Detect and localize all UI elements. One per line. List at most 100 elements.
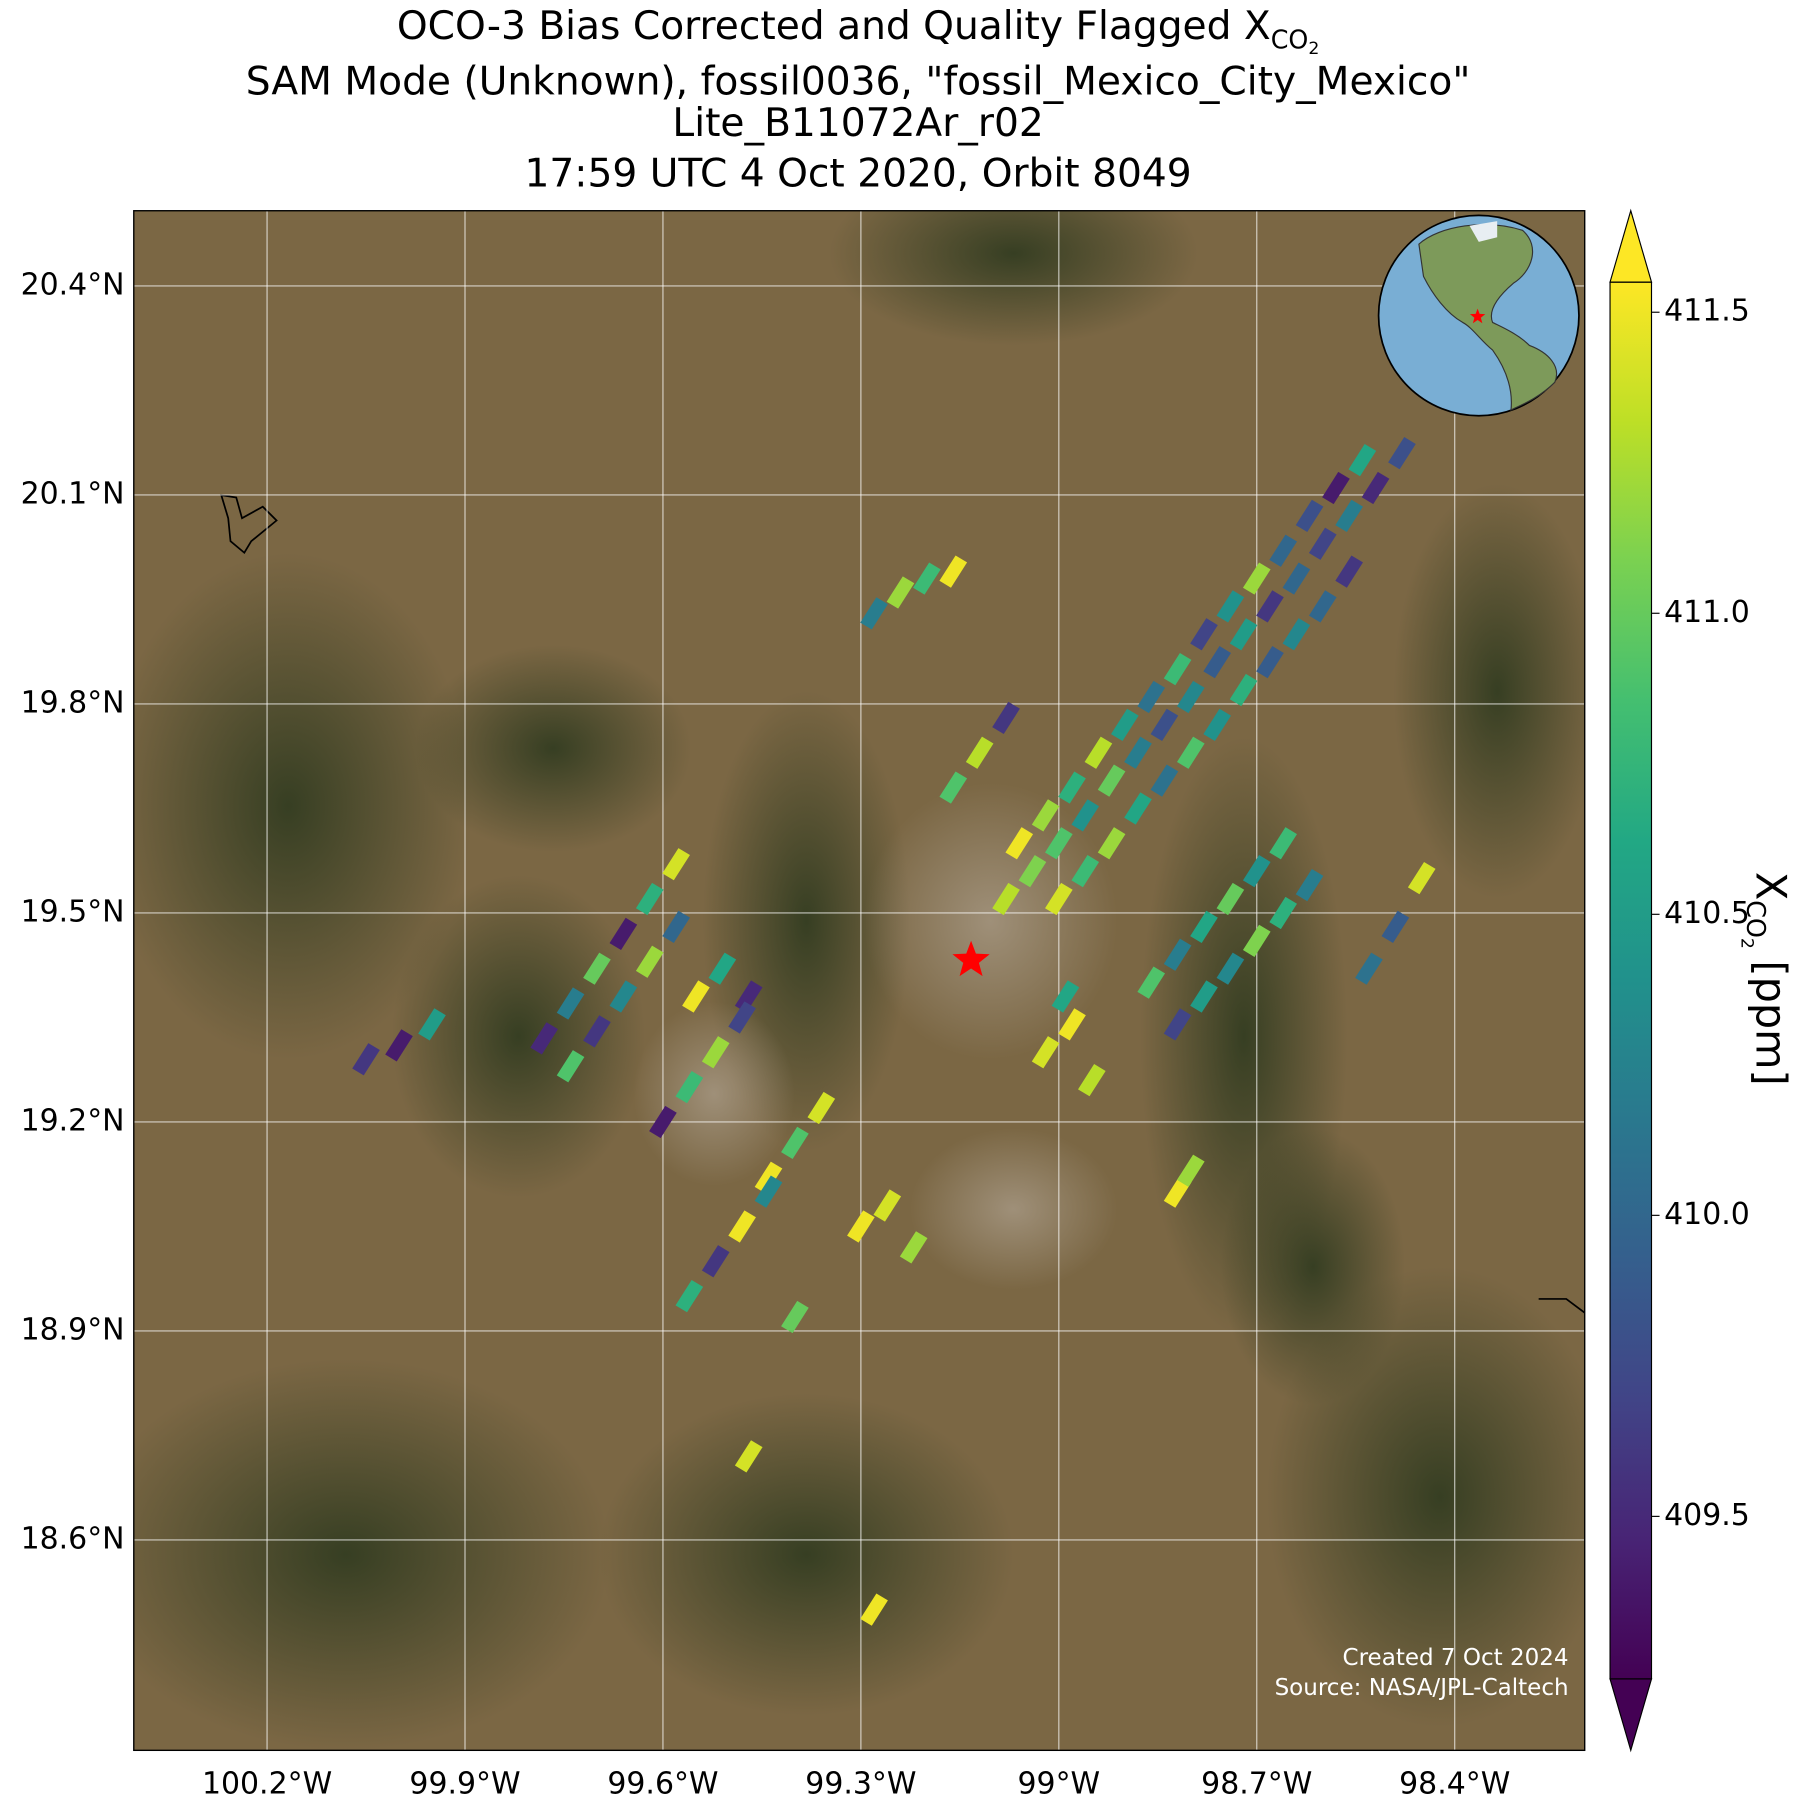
x-tick-label: 99.3°W: [805, 1766, 916, 1801]
sounding-cell: [860, 597, 888, 630]
sounding-cell: [728, 1210, 756, 1243]
sounding-cell: [1190, 618, 1218, 651]
sounding-cell: [1071, 855, 1100, 888]
sounding-cell: [1018, 855, 1047, 888]
sounding-cell: [1150, 764, 1179, 797]
sounding-cell: [1407, 862, 1436, 895]
sounding-cell: [1269, 896, 1297, 930]
sounding-cell: [939, 771, 968, 804]
sounding-cell: [1256, 590, 1284, 623]
sounding-cell: [1150, 708, 1179, 741]
sounding-cell: [1295, 868, 1324, 902]
sounding-cell: [1242, 562, 1271, 595]
colorbar-label: XCO2[ppm]: [1736, 872, 1794, 1086]
y-tick-label: 20.4°N: [21, 267, 125, 302]
sounding-cell: [1005, 827, 1034, 860]
sounding-cell: [1348, 444, 1377, 477]
sounding-cell: [1176, 1154, 1205, 1187]
sounding-cell: [1308, 590, 1337, 623]
sounding-cell: [675, 1279, 704, 1313]
sounding-cell: [1097, 827, 1126, 860]
sounding-cell: [1203, 708, 1232, 741]
sounding-cell: [385, 1029, 413, 1062]
sounding-cell: [939, 555, 968, 588]
annotation: Source: NASA/JPL-Caltech: [1275, 1675, 1569, 1701]
sounding-cell: [530, 1022, 558, 1055]
sounding-cell: [583, 1015, 611, 1048]
sounding-cell: [873, 1189, 902, 1222]
sounding-cell: [1176, 680, 1205, 714]
y-tick-label: 19.5°N: [21, 894, 125, 929]
sounding-cell: [1216, 952, 1245, 985]
sounding-cell: [1269, 534, 1297, 567]
sounding-cell: [1388, 437, 1416, 470]
sounding-cell: [992, 701, 1020, 735]
sounding-cell: [662, 910, 690, 944]
sounding-cell: [1361, 471, 1390, 505]
globe-target-star: [1469, 308, 1486, 324]
title-line: Lite_B11072Ar_r02: [672, 101, 1043, 146]
sounding-cell: [1216, 882, 1245, 916]
sounding-cell: [899, 1231, 928, 1264]
sounding-cell: [1163, 938, 1192, 971]
sounding-cell: [1335, 499, 1363, 532]
sounding-cell: [754, 1175, 783, 1208]
sounding-cell: [965, 736, 994, 769]
sounding-cell: [1045, 827, 1073, 860]
target-markers: [952, 308, 1486, 977]
sounding-cell: [1163, 1008, 1192, 1041]
sounding-cell: [1242, 855, 1271, 888]
basemap: [133, 210, 1585, 1751]
sounding-cell: [583, 952, 611, 985]
sounding-cell: [860, 1593, 888, 1626]
colorbar-tick-label: 411.5: [1664, 294, 1750, 329]
sounding-cell: [675, 1070, 704, 1104]
y-tick-label: 20.1°N: [21, 476, 125, 511]
sounding-cell: [1335, 555, 1363, 588]
colorbar-extend-min: [1609, 1678, 1653, 1753]
sounding-cell: [1190, 980, 1218, 1013]
sounding-cell: [1084, 736, 1113, 769]
sounding-cell: [754, 1161, 783, 1194]
sounding-cell: [1203, 646, 1232, 679]
sounding-cell: [682, 980, 710, 1013]
sounding-cell: [1355, 952, 1383, 985]
sounding-cell: [728, 1001, 756, 1034]
sounding-cell: [1137, 680, 1166, 714]
sounding-cell: [1322, 471, 1350, 505]
globe-inset: [1377, 214, 1580, 417]
sounding-cell: [886, 576, 915, 609]
sounding-cell: [701, 1036, 730, 1069]
sounding-cell: [913, 562, 941, 595]
sounding-cell: [556, 1050, 585, 1083]
sounding-cell: [1176, 736, 1205, 769]
y-tick-label: 18.9°N: [21, 1312, 125, 1347]
x-tick-label: 98.4°W: [1399, 1766, 1510, 1801]
y-tick-label: 19.8°N: [21, 685, 125, 720]
colorbar-tick-label: 409.5: [1664, 1498, 1750, 1533]
colorbar-frame: [1609, 281, 1653, 1680]
sounding-cell: [1256, 646, 1284, 679]
sounding-cell: [1051, 980, 1080, 1013]
x-tick-label: 99.9°W: [409, 1766, 520, 1801]
sounding-cell: [609, 917, 638, 950]
sounding-cell: [1216, 590, 1245, 623]
sounding-cell: [1097, 764, 1126, 797]
sounding-cell: [708, 952, 737, 985]
sounding-cell: [556, 987, 585, 1020]
sounding-cell: [609, 980, 638, 1013]
sounding-cell: [1078, 1064, 1106, 1097]
sounding-cell: [1071, 799, 1100, 832]
y-tick-label: 18.6°N: [21, 1521, 125, 1556]
sounding-cell: [1110, 708, 1139, 741]
sounding-cell: [649, 1105, 677, 1139]
title-line: 17:59 UTC 4 Oct 2020, Orbit 8049: [524, 152, 1191, 197]
title-line: OCO-3 Bias Corrected and Quality Flagged…: [397, 4, 1320, 59]
sounding-cell: [635, 945, 664, 978]
colorbar: [1610, 282, 1652, 1679]
x-tick-label: 98.7°W: [1201, 1766, 1312, 1801]
colorbar-extend-max: [1609, 208, 1653, 283]
sounding-cell: [992, 882, 1020, 916]
sounding-cell: [1282, 618, 1311, 651]
sounding-cell: [635, 882, 664, 916]
